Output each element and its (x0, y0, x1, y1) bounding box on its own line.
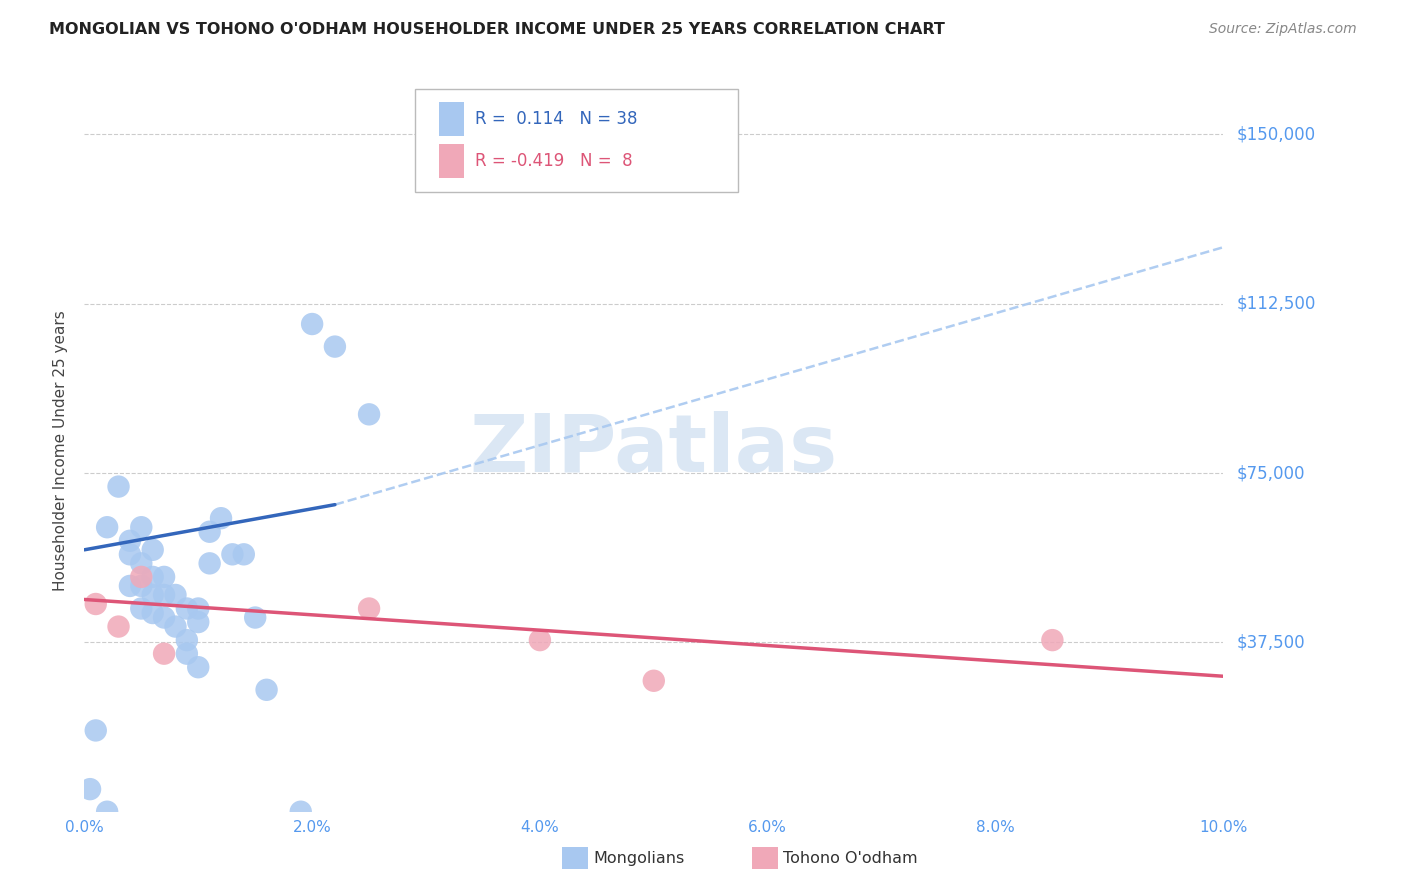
Point (131, 570, 153, 584)
Point (176, 633, 198, 648)
Point (187, 660, 209, 674)
Point (84, 723, 107, 738)
Text: $37,500: $37,500 (1237, 633, 1306, 651)
Point (118, 547, 141, 561)
Point (96, 520, 118, 534)
Point (131, 557, 153, 571)
Point (643, 673, 665, 688)
Point (153, 647, 176, 661)
Point (142, 542, 165, 557)
Text: $150,000: $150,000 (1237, 126, 1316, 144)
Point (84, 597, 107, 611)
Text: Mongolians: Mongolians (593, 851, 685, 865)
Point (131, 520, 153, 534)
Point (1042, 633, 1064, 648)
Text: Tohono O'odham: Tohono O'odham (783, 851, 918, 865)
Point (107, 619, 129, 633)
Point (187, 601, 209, 615)
Point (323, 340, 346, 354)
Point (245, 610, 267, 624)
Point (301, 317, 323, 331)
Point (131, 601, 153, 615)
Text: R =  0.114   N = 38: R = 0.114 N = 38 (475, 110, 638, 128)
Point (153, 588, 176, 602)
Point (290, 805, 312, 819)
Point (529, 633, 551, 648)
Point (209, 511, 232, 525)
Point (142, 570, 165, 584)
Text: $75,000: $75,000 (1237, 464, 1306, 482)
Point (153, 570, 176, 584)
Point (131, 579, 153, 593)
Point (96, 805, 118, 819)
Point (153, 610, 176, 624)
Point (79, 782, 101, 797)
Point (198, 557, 221, 571)
Point (176, 647, 198, 661)
Point (176, 601, 198, 615)
Text: R = -0.419   N =  8: R = -0.419 N = 8 (475, 152, 633, 169)
Y-axis label: Householder Income Under 25 years: Householder Income Under 25 years (53, 310, 69, 591)
Point (165, 588, 187, 602)
Point (359, 601, 381, 615)
Point (359, 407, 381, 421)
Point (118, 579, 141, 593)
Point (142, 606, 165, 620)
Point (118, 533, 141, 548)
Point (107, 480, 129, 494)
Text: Source: ZipAtlas.com: Source: ZipAtlas.com (1209, 22, 1357, 37)
Text: MONGOLIAN VS TOHONO O'ODHAM HOUSEHOLDER INCOME UNDER 25 YEARS CORRELATION CHART: MONGOLIAN VS TOHONO O'ODHAM HOUSEHOLDER … (49, 22, 945, 37)
Text: $112,500: $112,500 (1237, 294, 1316, 313)
Point (232, 547, 254, 561)
Point (221, 547, 243, 561)
Point (198, 524, 221, 539)
Point (165, 619, 187, 633)
Text: ZIPatlas: ZIPatlas (470, 411, 838, 490)
Point (142, 588, 165, 602)
Point (256, 682, 278, 697)
Point (187, 615, 209, 629)
